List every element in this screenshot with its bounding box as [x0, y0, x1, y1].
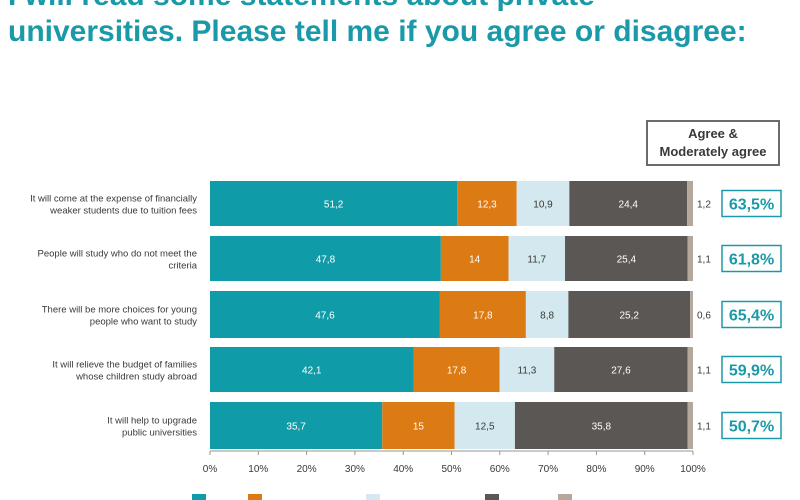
bar-segment	[687, 347, 693, 392]
data-label: 17,8	[447, 366, 467, 377]
category-label-line: It will relieve the budget of families	[52, 360, 197, 371]
data-label: 24,4	[619, 200, 639, 211]
x-tick-label: 90%	[635, 464, 655, 475]
x-tick-label: 50%	[441, 464, 461, 475]
data-label: 27,6	[611, 366, 631, 377]
bar-segment	[499, 347, 555, 392]
data-label: 11,7	[527, 255, 546, 266]
bar-segment	[457, 181, 517, 226]
data-label: 8,8	[540, 311, 554, 322]
bar-segment	[210, 236, 441, 281]
agree-total-value: 59,9%	[729, 363, 774, 380]
agree-total-value: 61,8%	[729, 252, 774, 269]
data-label: 42,1	[302, 366, 322, 377]
category-label-line: There will be more choices for young	[42, 305, 197, 316]
data-label: 1,2	[697, 200, 711, 211]
bar-segment	[568, 291, 691, 338]
bar-segment	[210, 402, 383, 449]
category-label-line: weaker students due to tuition fees	[49, 206, 197, 217]
data-label: 47,8	[316, 255, 336, 266]
bar-segment	[210, 181, 458, 226]
title-line-1: I will read some statements about privat…	[8, 0, 798, 14]
data-label: 1,1	[697, 366, 711, 377]
bar-segment	[690, 291, 693, 338]
agree-total-value: 50,7%	[729, 419, 774, 436]
agree-header-box: Agree & Moderately agree	[646, 120, 780, 166]
chart-title: I will read some statements about privat…	[8, 0, 798, 50]
x-tick-label: 30%	[345, 464, 365, 475]
agree-total-box	[721, 355, 782, 384]
bar-segment	[565, 236, 688, 281]
data-label: 25,2	[620, 311, 640, 322]
x-tick-label: 40%	[393, 464, 413, 475]
data-label: 0,6	[697, 311, 711, 322]
x-tick-label: 10%	[248, 464, 268, 475]
bar-segment	[454, 402, 515, 449]
category-label-line: public universities	[122, 428, 197, 439]
agree-header-line-2: Moderately agree	[659, 144, 767, 159]
bar-segment	[210, 291, 440, 338]
x-tick-label: 100%	[680, 464, 706, 475]
legend-swatch	[558, 494, 572, 500]
category-label-line: people who want to study	[90, 317, 197, 328]
data-label: 12,3	[477, 200, 497, 211]
data-label: 35,8	[592, 422, 612, 433]
category-label-line: It will come at the expense of financial…	[30, 194, 197, 205]
legend-swatch	[485, 494, 499, 500]
agree-total-value: 63,5%	[729, 197, 774, 214]
bar-segment	[569, 181, 688, 226]
bar-segment	[508, 236, 566, 281]
bar-segment	[525, 291, 569, 338]
legend-swatch	[248, 494, 262, 500]
title-line-2: universities. Please tell me if you agre…	[8, 15, 747, 48]
bar-segment	[554, 347, 688, 392]
data-label: 15	[413, 422, 425, 433]
bar-segment	[382, 402, 455, 449]
data-label: 35,7	[286, 422, 306, 433]
x-tick-label: 70%	[538, 464, 558, 475]
x-tick-label: 60%	[490, 464, 510, 475]
legend-swatch	[366, 494, 380, 500]
bar-segment	[210, 347, 414, 392]
agree-total-box	[721, 300, 782, 329]
x-tick-label: 0%	[203, 464, 218, 475]
category-label-line: People will study who do not meet the	[38, 249, 197, 260]
data-label: 25,4	[617, 255, 637, 266]
data-label: 10,9	[533, 200, 553, 211]
category-label-line: criteria	[168, 261, 197, 272]
data-label: 1,1	[697, 255, 711, 266]
category-label-line: whose children study abroad	[75, 372, 197, 383]
bar-segment	[440, 236, 509, 281]
data-label: 14	[469, 255, 481, 266]
data-label: 11,3	[518, 366, 537, 377]
bar-segment	[514, 402, 688, 449]
data-label: 17,8	[473, 311, 493, 322]
data-label: 47,6	[315, 311, 335, 322]
legend-swatch	[192, 494, 206, 500]
category-label-line: It will help to upgrade	[107, 416, 197, 427]
agree-total-box	[721, 189, 782, 218]
agree-total-box	[721, 244, 782, 273]
bar-segment	[687, 181, 693, 226]
x-tick-label: 20%	[297, 464, 317, 475]
bar-segment	[687, 402, 693, 449]
bar-segment	[439, 291, 526, 338]
agree-header-line-1: Agree &	[688, 126, 738, 141]
data-label: 51,2	[324, 200, 344, 211]
data-label: 12,5	[475, 422, 495, 433]
bar-segment	[413, 347, 500, 392]
agree-total-value: 65,4%	[729, 308, 774, 325]
bar-segment	[516, 181, 570, 226]
bar-segment	[687, 236, 693, 281]
x-tick-label: 80%	[586, 464, 606, 475]
agree-total-box	[721, 411, 782, 440]
data-label: 1,1	[697, 422, 711, 433]
